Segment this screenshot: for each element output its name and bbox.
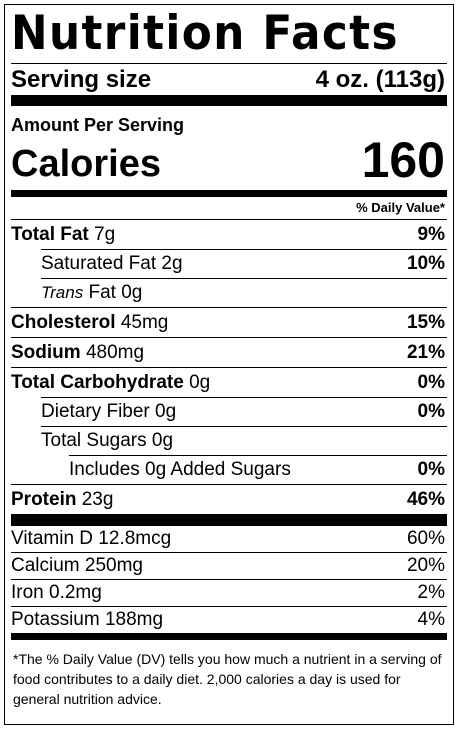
vitamin-dv: 2% [417,582,445,603]
nutrient-row-dietary-fiber: Dietary Fiber 0g 0% [11,397,447,426]
nutrient-row-added-sugars: Includes 0g Added Sugars 0% [11,455,447,484]
nutrient-name: Total Fat [11,223,89,245]
calories-value: 160 [361,132,445,188]
serving-size-value: 4 oz. (113g) [315,66,445,93]
nutrient-amount: 0g [155,400,177,422]
vitamin-text: Potassium 188mg [11,609,164,630]
vitamin-text: Vitamin D 12.8mcg [11,528,172,549]
nutrient-amount: 45mg [120,311,169,333]
nutrient-dv: 0% [417,371,445,393]
vitamin-text: Calcium 250mg [11,555,143,576]
nutrient-dv: 46% [406,488,445,510]
nutrient-amount: 0g [151,429,174,451]
nutrient-dv: 9% [417,223,445,245]
nutrient-row-total-fat: Total Fat 7g 9% [11,219,447,249]
vitamin-row: Potassium 188mg 4% [11,606,447,633]
nutrient-dv: 15% [406,311,445,333]
divider-mid [11,190,447,197]
nutrient-name: Fat [88,281,116,303]
divider-thick [11,514,447,526]
label-title: Nutrition Facts [11,6,399,61]
nutrient-name: Saturated Fat [41,252,157,274]
vitamin-dv: 4% [417,609,445,630]
nutrient-amount: 0g [189,371,211,393]
nutrition-facts-label: Nutrition Facts Serving size 4 oz. (113g… [4,4,454,725]
nutrient-name: Includes 0g Added Sugars [69,458,291,480]
nutrient-name: Total Carbohydrate [11,371,184,393]
nutrient-row-total-sugars: Total Sugars 0g [11,426,447,455]
nutrient-row-cholesterol: Cholesterol 45mg 15% [11,307,447,337]
divider-thick [11,95,447,106]
daily-value-header: % Daily Value* [356,200,445,215]
vitamin-dv: 60% [406,528,445,549]
nutrient-name: Sodium [11,341,81,363]
calories-label: Calories [11,143,161,185]
nutrient-amount: 23g [81,488,114,510]
nutrient-dv: 21% [406,341,445,363]
nutrient-amount: 2g [161,252,183,274]
divider [11,63,447,64]
nutrient-row-sodium: Sodium 480mg 21% [11,337,447,367]
footnote: *The % Daily Value (DV) tells you how mu… [13,651,442,707]
nutrient-dv: 10% [406,252,445,274]
amount-per-serving: Amount Per Serving [11,115,185,135]
nutrient-row-trans-fat: Trans Fat 0g [11,278,447,307]
divider-mid [11,633,447,640]
vitamin-text: Iron 0.2mg [11,582,102,603]
nutrient-name: Total Sugars [41,429,147,451]
nutrient-amount: 0g [121,281,143,303]
nutrient-row-saturated-fat: Saturated Fat 2g 10% [11,249,447,278]
nutrient-name: Protein [11,488,77,510]
nutrient-name: Cholesterol [11,311,116,333]
nutrient-name-italic: Trans [41,282,84,302]
vitamin-row: Calcium 250mg 20% [11,552,447,579]
nutrient-name: Dietary Fiber [41,400,150,422]
nutrient-row-total-carbohydrate: Total Carbohydrate 0g 0% [11,367,447,397]
nutrient-dv: 0% [417,458,445,480]
nutrient-amount: 7g [94,223,116,245]
vitamin-row: Vitamin D 12.8mcg 60% [11,526,447,552]
calories-row: Calories 160 [11,134,447,186]
vitamin-dv: 20% [406,555,445,576]
serving-size-row: Serving size 4 oz. (113g) [11,64,447,95]
nutrient-dv: 0% [417,400,445,422]
vitamin-row: Iron 0.2mg 2% [11,579,447,606]
nutrient-amount: 480mg [85,341,145,363]
serving-size-label: Serving size [11,66,152,93]
nutrient-row-protein: Protein 23g 46% [11,484,447,514]
